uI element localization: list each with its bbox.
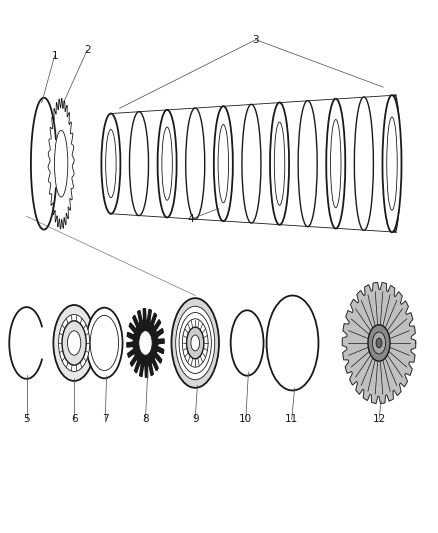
Ellipse shape [101,114,120,214]
Ellipse shape [62,321,86,365]
Text: 8: 8 [142,415,149,424]
Ellipse shape [218,125,229,203]
Ellipse shape [53,305,95,381]
Ellipse shape [187,327,204,359]
Text: 7: 7 [102,415,109,424]
Ellipse shape [267,295,318,391]
Ellipse shape [191,335,200,351]
Ellipse shape [376,338,382,348]
Ellipse shape [368,325,390,361]
Ellipse shape [214,106,233,221]
Ellipse shape [326,99,345,229]
Ellipse shape [59,314,90,372]
Polygon shape [127,309,164,377]
Ellipse shape [130,112,148,216]
Text: 10: 10 [239,415,252,424]
Text: 4: 4 [187,214,194,224]
Ellipse shape [354,97,373,230]
Polygon shape [342,282,416,403]
Ellipse shape [171,298,219,388]
Ellipse shape [158,110,177,217]
Ellipse shape [298,101,317,227]
Ellipse shape [90,316,119,370]
Ellipse shape [372,332,385,354]
Ellipse shape [182,319,208,367]
Ellipse shape [274,122,285,205]
Ellipse shape [106,130,116,198]
Ellipse shape [86,308,123,378]
Ellipse shape [270,102,289,225]
Ellipse shape [67,331,81,355]
Ellipse shape [186,108,205,219]
Ellipse shape [242,104,261,223]
Ellipse shape [331,119,341,208]
Ellipse shape [231,310,264,376]
Text: 5: 5 [23,415,30,424]
Ellipse shape [162,127,172,200]
Text: 1: 1 [51,51,58,61]
Ellipse shape [387,117,397,211]
Text: 6: 6 [71,415,78,424]
Ellipse shape [179,312,212,374]
Text: 2: 2 [84,45,90,55]
Ellipse shape [389,95,400,232]
Text: 3: 3 [252,35,259,45]
Polygon shape [48,99,74,229]
Text: 9: 9 [192,415,198,424]
Ellipse shape [139,330,152,355]
Ellipse shape [54,130,68,197]
Ellipse shape [382,95,402,232]
Text: 11: 11 [285,415,298,424]
Text: 12: 12 [372,415,385,424]
Ellipse shape [176,306,215,379]
